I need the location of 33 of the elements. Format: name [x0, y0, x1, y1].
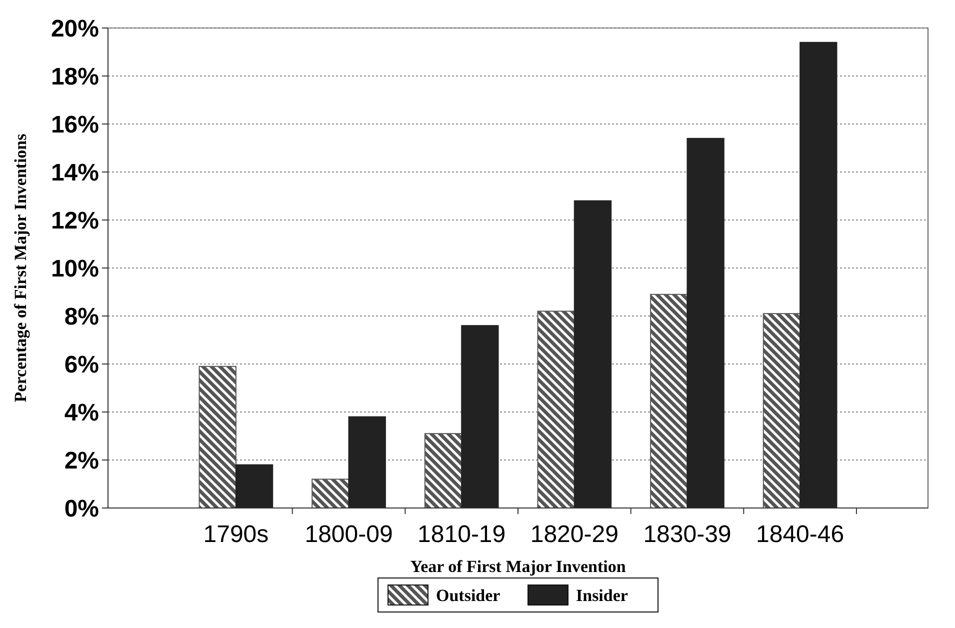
y-tick-label: 8% — [64, 303, 99, 330]
bar — [235, 464, 274, 508]
y-tick-label: 10% — [50, 255, 99, 282]
y-tick-label: 18% — [50, 63, 99, 90]
y-tick-label: 20% — [50, 15, 99, 42]
x-axis-title: Year of First Major Invention — [410, 557, 626, 576]
legend-label: Insider — [576, 586, 628, 605]
bar — [650, 294, 688, 508]
x-tick-label: 1840-46 — [756, 521, 844, 548]
y-axis-title: Percentage of First Major Inventions — [11, 133, 30, 402]
bar — [424, 433, 462, 508]
bar — [348, 416, 386, 508]
bar — [686, 138, 724, 508]
y-tick-label: 6% — [64, 351, 99, 378]
x-tick-label: 1830-39 — [643, 521, 732, 548]
x-tick-label: 1820-29 — [530, 521, 618, 548]
bar — [800, 42, 838, 508]
bar — [574, 200, 612, 508]
y-tick-label: 0% — [64, 495, 99, 522]
bar — [461, 325, 499, 508]
x-tick-label: 1800-09 — [304, 521, 393, 548]
bar — [312, 478, 350, 508]
bar — [198, 366, 236, 508]
y-tick-label: 12% — [50, 207, 99, 234]
y-tick-label: 2% — [64, 447, 99, 474]
y-tick-label: 4% — [64, 399, 99, 426]
x-tick-label: 1790s — [203, 521, 269, 548]
y-tick-label: 16% — [50, 111, 99, 138]
y-tick-label: 14% — [50, 159, 99, 186]
bar — [537, 310, 575, 508]
bar — [762, 313, 801, 508]
legend-label: Outsider — [436, 586, 501, 605]
x-tick-label: 1810-19 — [418, 521, 506, 548]
